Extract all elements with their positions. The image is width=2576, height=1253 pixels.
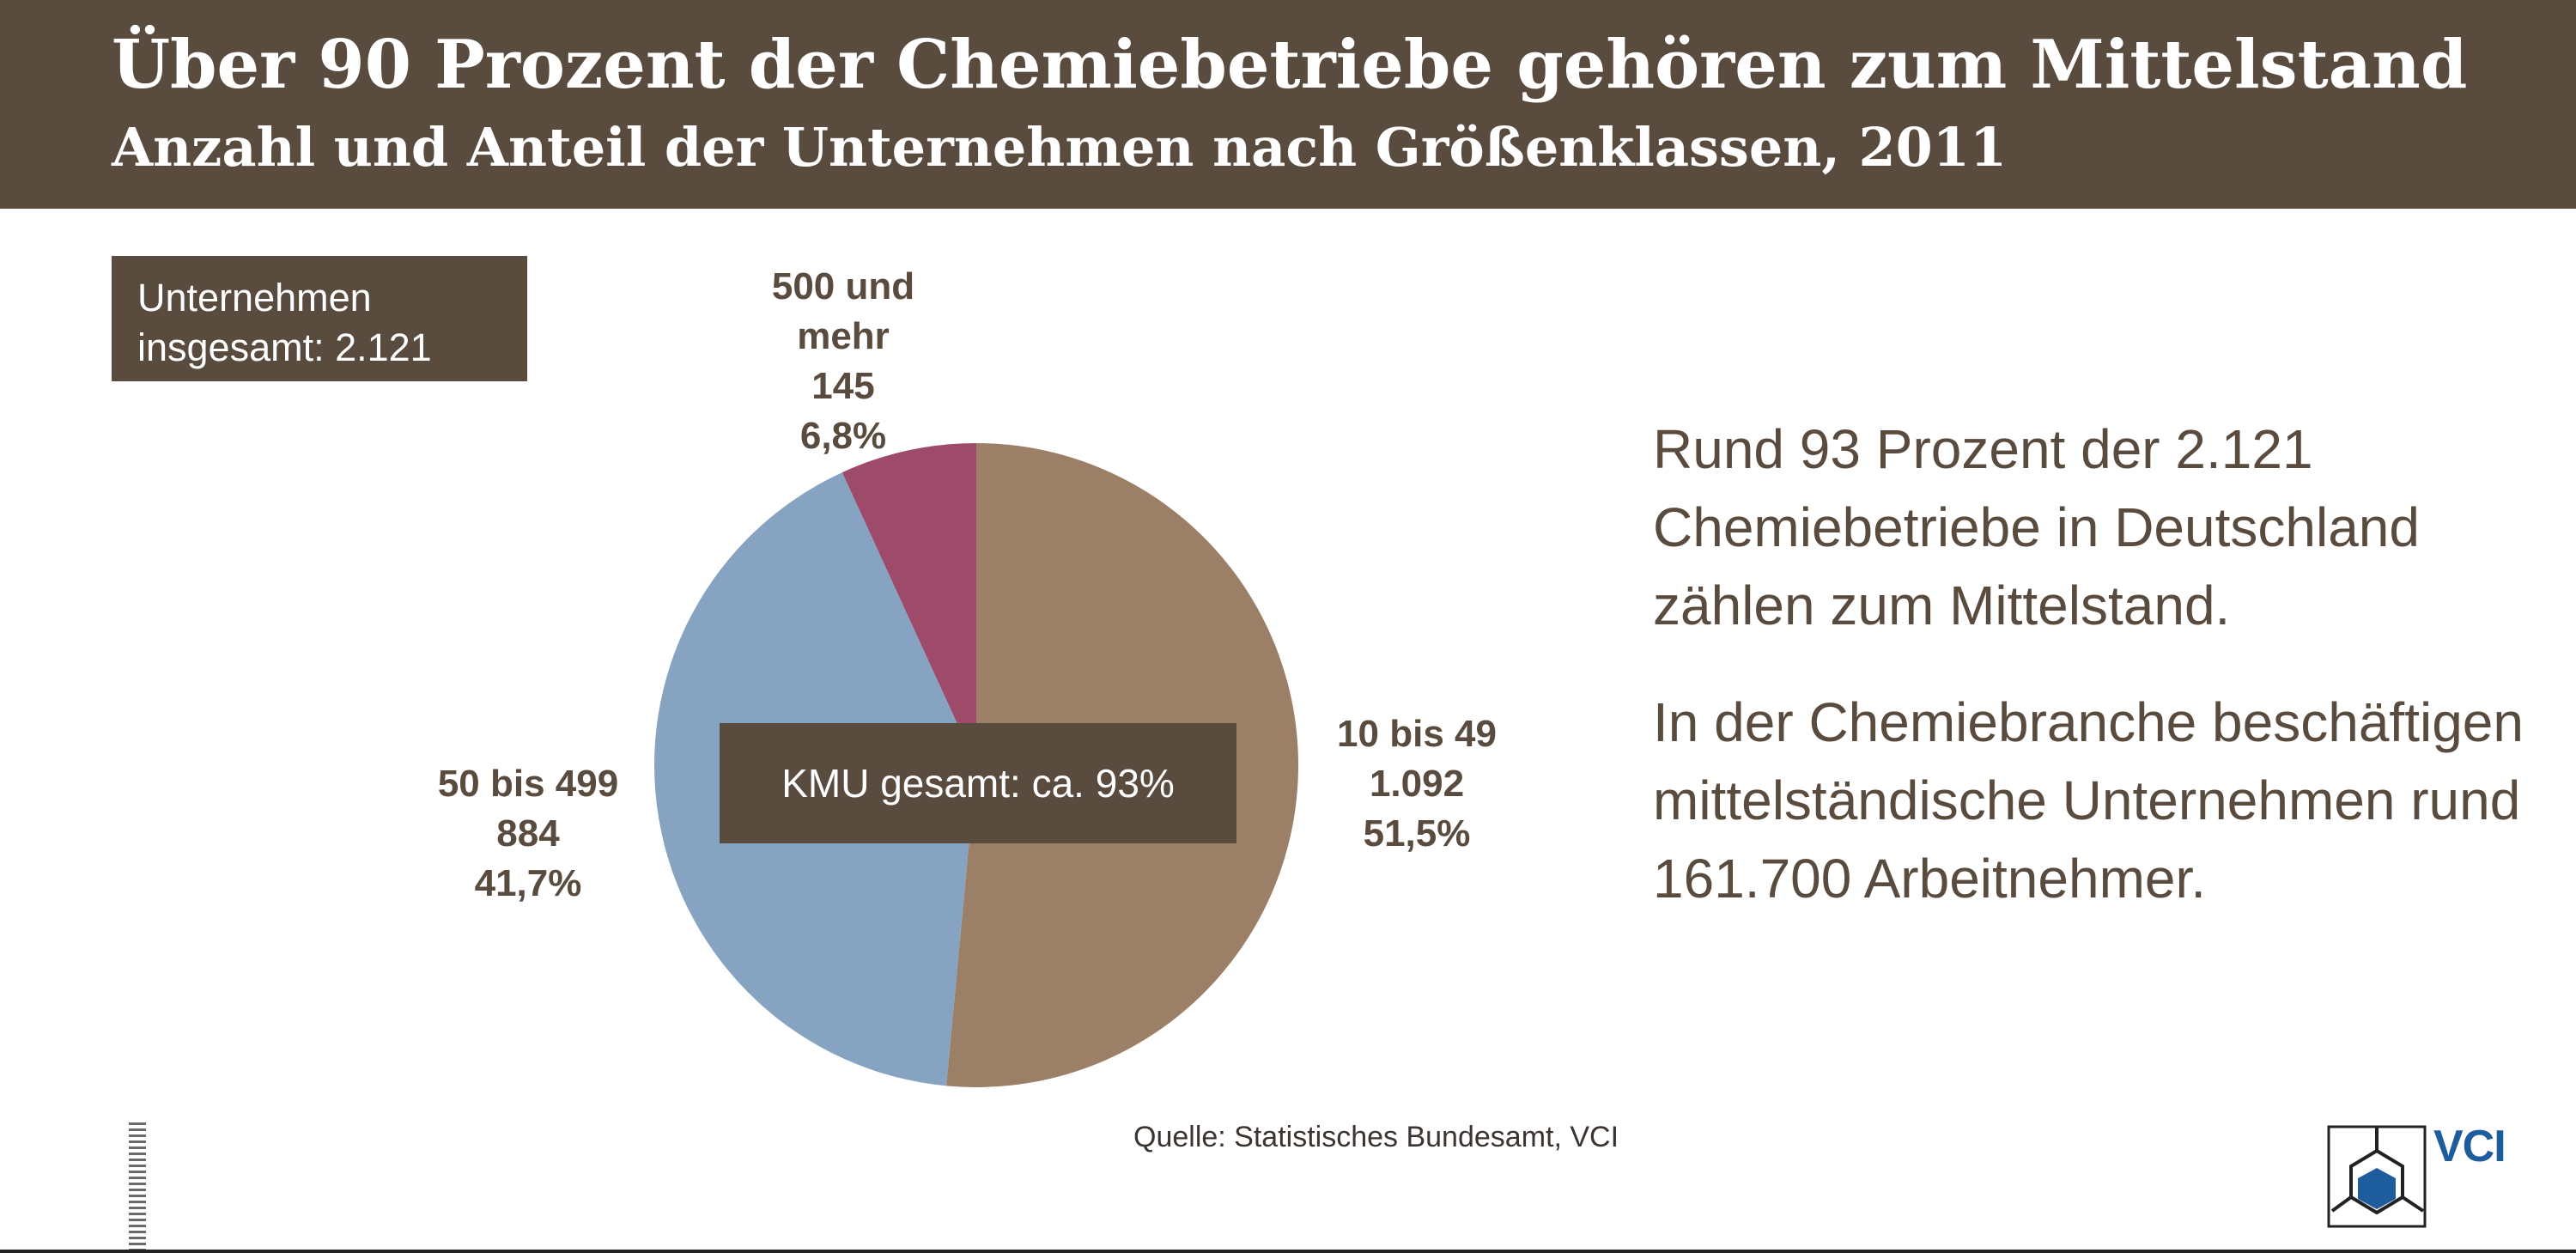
- slice-label-10-49-percent: 51,5%: [1363, 812, 1471, 855]
- slice-label-500-plus-percent: 6,8%: [799, 415, 887, 457]
- tick-marks-decoration: [129, 1122, 146, 1250]
- bottom-rule: [0, 1250, 2576, 1253]
- slice-label-10-49-name: 10 bis 49: [1337, 713, 1497, 755]
- slice-label-50-499: 50 bis 499 884 41,7%: [412, 759, 644, 909]
- source-note: Quelle: Statistisches Bundesamt, VCI: [1133, 1121, 1619, 1153]
- slice-label-500-plus-name1: 500 und: [771, 265, 915, 307]
- vci-logo-icon: [2327, 1125, 2427, 1228]
- pie-slice-500-plus: [841, 443, 976, 765]
- chart-title: Über 90 Prozent der Chemiebetriebe gehör…: [112, 26, 2468, 104]
- vci-logo-text: VCI: [2433, 1122, 2506, 1171]
- header-banner: Über 90 Prozent der Chemiebetriebe gehör…: [0, 0, 2576, 209]
- chart-subtitle: Anzahl und Anteil der Unternehmen nach G…: [112, 116, 2008, 179]
- slice-label-50-499-count: 884: [496, 812, 560, 855]
- total-box-line2: insgesamt: 2.121: [137, 325, 432, 369]
- slice-label-500-plus: 500 und mehr 145 6,8%: [749, 262, 938, 461]
- slice-label-10-49-count: 1.092: [1369, 763, 1465, 805]
- slice-label-500-plus-count: 145: [811, 365, 875, 407]
- slice-label-50-499-percent: 41,7%: [474, 862, 582, 904]
- total-box-line1: Unternehmen: [137, 276, 372, 319]
- kmu-total-box: KMU gesamt: ca. 93%: [720, 723, 1236, 843]
- slice-label-500-plus-name2: mehr: [797, 315, 890, 357]
- total-companies-box: Unternehmen insgesamt: 2.121: [112, 256, 527, 381]
- slice-label-50-499-name: 50 bis 499: [437, 763, 619, 805]
- slice-label-10-49: 10 bis 49 1.092 51,5%: [1322, 709, 1511, 859]
- side-text-paragraph-1: Rund 93 Prozent der 2.121 Chemiebetriebe…: [1653, 418, 2420, 636]
- side-text-paragraph-2: In der Chemiebranche beschäftigen mittel…: [1653, 691, 2524, 909]
